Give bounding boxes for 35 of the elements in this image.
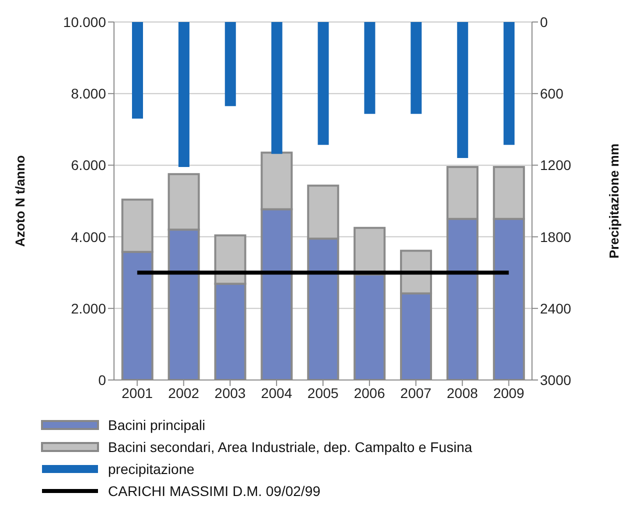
x-tick-label: 2009 [493, 384, 525, 401]
x-tick-label: 2005 [307, 384, 339, 401]
bar [224, 22, 236, 106]
y2-tick-label: 1200 [540, 157, 572, 174]
x-tick-label: 2007 [400, 384, 432, 401]
bar [504, 22, 515, 145]
bar [410, 22, 422, 114]
bar [318, 22, 329, 145]
bar [364, 22, 376, 114]
x-tick-label: 2002 [168, 384, 200, 401]
x-tick-label: 2003 [214, 384, 246, 401]
y2-tick-label: 1800 [540, 228, 572, 245]
x-tick-label: 2006 [354, 384, 386, 401]
bar [132, 22, 143, 119]
y2-tick-label: 2400 [540, 300, 572, 316]
y-tick-label: 8.000 [70, 86, 106, 102]
y2-tick-label: 0 [540, 14, 548, 30]
y-tick-label: 10.000 [63, 14, 106, 30]
y-axis-title: Azoto N t/anno [12, 155, 28, 247]
y2-tick-label: 3000 [540, 372, 572, 388]
legend-label: CARICHI MASSIMI D.M. 09/02/99 [108, 483, 320, 499]
legend-label: precipitazione [108, 461, 194, 477]
bar [457, 22, 468, 158]
y-tick-label: 4.000 [70, 228, 106, 245]
y-tick-label: 0 [98, 372, 106, 388]
y-tick-label: 2.000 [70, 300, 106, 316]
y-tick-label: 6.000 [70, 157, 106, 174]
y2-tick-label: 600 [540, 86, 564, 102]
bar [178, 22, 190, 167]
x-tick-label: 2004 [260, 384, 292, 401]
y2-axis-title: Precipitazione mm [606, 144, 622, 258]
x-tick-label: 2008 [446, 384, 478, 401]
x-tick-label: 2001 [122, 384, 154, 401]
legend-label: Bacini principali [108, 417, 206, 433]
legend-label: Bacini secondari, Area Industriale, dep. Campalto e Fusina [108, 439, 472, 455]
